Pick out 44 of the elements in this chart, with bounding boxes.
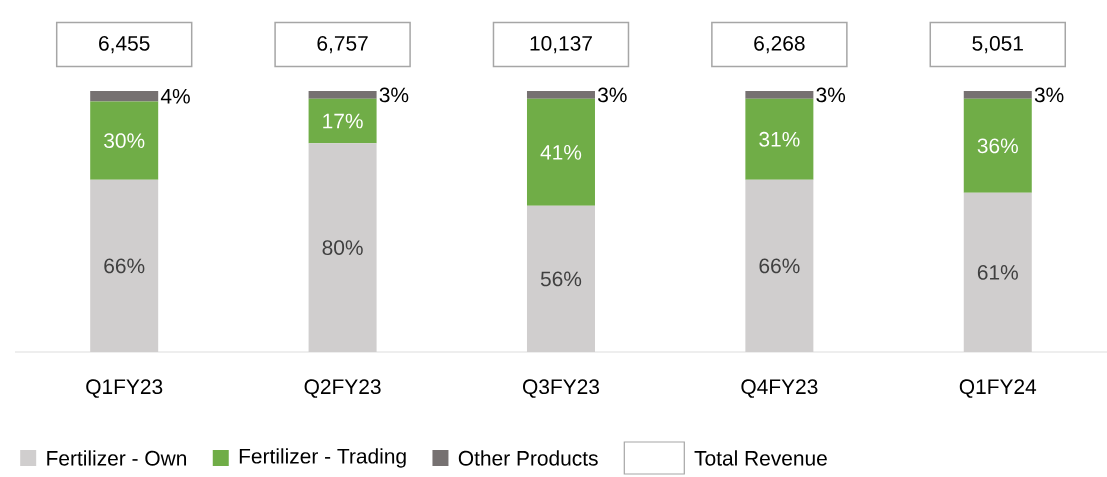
text: 6,268 xyxy=(754,35,805,54)
data-label: 41% xyxy=(540,145,582,160)
bar xyxy=(526,91,595,99)
bar xyxy=(963,192,1032,352)
bar xyxy=(526,205,595,352)
text: 6,757 xyxy=(317,35,368,54)
data-label: 80% xyxy=(322,240,363,255)
bar xyxy=(308,143,377,352)
bar xyxy=(745,179,814,352)
bar xyxy=(963,91,1032,99)
data-label: 66% xyxy=(104,258,145,274)
bar xyxy=(90,179,159,352)
bar xyxy=(308,98,377,144)
x-tick-label: Q3FY23 xyxy=(523,379,600,398)
bar xyxy=(745,98,814,180)
data-label: 17% xyxy=(323,113,363,129)
bar xyxy=(963,98,1032,193)
bar xyxy=(308,91,377,99)
bar xyxy=(745,91,814,99)
x-tick-label: Q2FY23 xyxy=(304,379,381,398)
text: 6,455 xyxy=(99,35,150,54)
text: 5,051 xyxy=(972,35,1023,54)
text: Total Revenue xyxy=(694,450,827,466)
data-label: 4% xyxy=(160,88,190,104)
data-label: 3% xyxy=(816,87,846,103)
bar xyxy=(526,98,595,206)
legend-label: Other Products xyxy=(458,450,598,466)
data-label: 3% xyxy=(1034,87,1064,103)
data-label: 61% xyxy=(977,264,1018,280)
data-label: 30% xyxy=(104,133,145,148)
data-label: 3% xyxy=(597,87,627,103)
data-label: 31% xyxy=(759,131,800,147)
bar xyxy=(90,91,159,102)
data-label: 66% xyxy=(759,258,800,274)
bar xyxy=(90,101,159,180)
text: 10,137 xyxy=(530,35,592,54)
x-tick-label: Q1FY23 xyxy=(86,379,163,398)
data-label: 36% xyxy=(977,138,1018,154)
x-tick-label: Q1FY24 xyxy=(959,379,1037,398)
legend-label: Fertilizer - Trading xyxy=(239,448,406,468)
data-label: 56% xyxy=(540,271,582,287)
legend-label: Fertilizer - Own xyxy=(47,450,186,466)
x-tick-label: Q4FY23 xyxy=(741,379,818,398)
data-label: 3% xyxy=(379,87,409,103)
